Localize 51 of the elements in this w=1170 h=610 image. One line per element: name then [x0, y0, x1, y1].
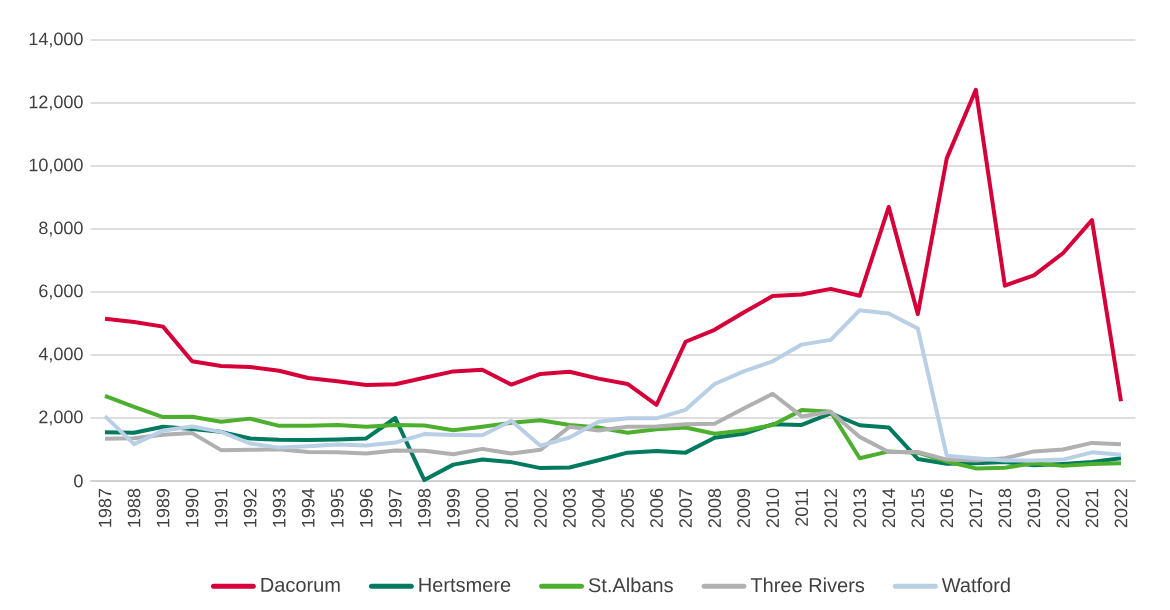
- legend-label: Hertsmere: [419, 577, 511, 592]
- x-tick-label: 2019: [1027, 488, 1041, 528]
- x-tick-label: 2015: [911, 488, 925, 528]
- x-tick-label: 2007: [679, 488, 692, 528]
- y-tick-label: 8,000: [39, 221, 83, 237]
- x-tick-label: 2018: [998, 488, 1012, 528]
- legend-label: Dacorum: [261, 577, 340, 592]
- y-tick-label: 0: [74, 474, 83, 488]
- x-tick-label: 1987: [98, 488, 112, 527]
- x-tick-label: 1999: [446, 488, 460, 527]
- legend-label: Three Rivers: [750, 577, 865, 593]
- x-tick-label: 2000: [475, 488, 489, 528]
- x-tick-label: 2002: [534, 488, 547, 528]
- x-tick-label: 1992: [243, 488, 257, 527]
- x-tick-label: 2005: [621, 488, 634, 528]
- y-tick-label: 2,000: [39, 410, 83, 426]
- line-series: [103, 87, 1123, 407]
- line-series: [103, 308, 1123, 463]
- y-tick-label: 10,000: [29, 158, 83, 174]
- x-tick-label: 2009: [737, 488, 751, 528]
- x-tick-label: 2014: [882, 488, 896, 528]
- y-tick-label: 6,000: [39, 284, 83, 300]
- x-tick-label: 1996: [359, 488, 373, 527]
- x-tick-label: 2003: [563, 488, 576, 528]
- x-tick-label: 2010: [766, 488, 780, 528]
- y-tick-label: 4,000: [38, 347, 83, 363]
- x-tick-label: 2022: [1114, 488, 1128, 528]
- y-tick-label: 12,000: [29, 95, 83, 111]
- x-tick-label: 1994: [301, 488, 315, 527]
- x-tick-label: 2006: [650, 488, 663, 528]
- legend-label: Watford: [941, 577, 1010, 593]
- x-tick-label: 1990: [185, 488, 199, 527]
- x-tick-label: 2017: [969, 488, 983, 528]
- x-tick-label: 1997: [388, 488, 402, 527]
- x-tick-label: 1989: [156, 488, 170, 527]
- x-tick-label: 1995: [330, 488, 344, 527]
- x-tick-label: 2008: [708, 488, 721, 528]
- x-tick-label: 1988: [127, 488, 141, 527]
- x-tick-label: 2012: [824, 488, 838, 528]
- x-tick-label: 2016: [940, 488, 954, 528]
- legend-label: St.Albans: [588, 577, 673, 593]
- x-tick-label: 2011: [795, 488, 809, 526]
- x-tick-label: 2001: [505, 488, 518, 528]
- y-tick-label: 14,000: [29, 32, 83, 48]
- x-tick-label: 1991: [214, 488, 228, 527]
- x-tick-label: 2013: [853, 488, 867, 528]
- x-tick-label: 2020: [1056, 488, 1070, 528]
- x-tick-label: 2021: [1085, 488, 1099, 528]
- x-tick-label: 1993: [272, 488, 286, 527]
- x-tick-label: 1998: [417, 488, 431, 527]
- x-tick-label: 2004: [592, 488, 605, 528]
